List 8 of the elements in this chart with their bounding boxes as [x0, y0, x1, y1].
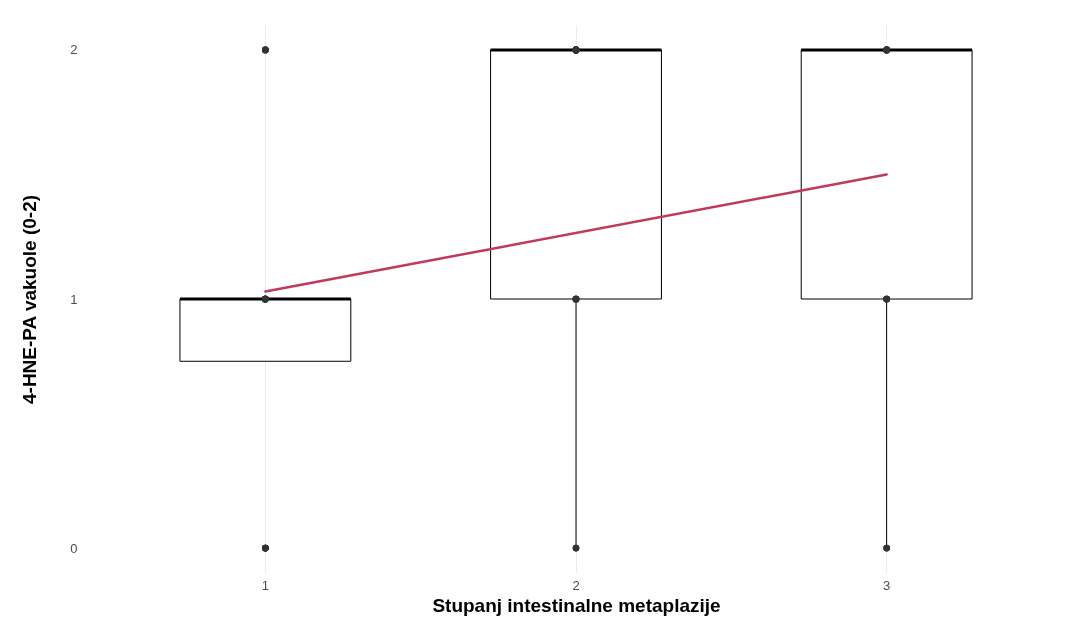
- y-axis-title: 4-HNE-PA vakuole (0-2): [19, 194, 41, 405]
- x-tick-label: 3: [883, 577, 891, 593]
- x-tick-label: 2: [572, 577, 580, 593]
- x-axis-title: Stupanj intestinalne metaplazije: [432, 594, 721, 616]
- y-tick-label: 0: [70, 540, 78, 556]
- y-tick-label: 2: [70, 42, 78, 58]
- y-tick-label: 1: [70, 291, 78, 307]
- x-tick-label: 1: [261, 577, 269, 593]
